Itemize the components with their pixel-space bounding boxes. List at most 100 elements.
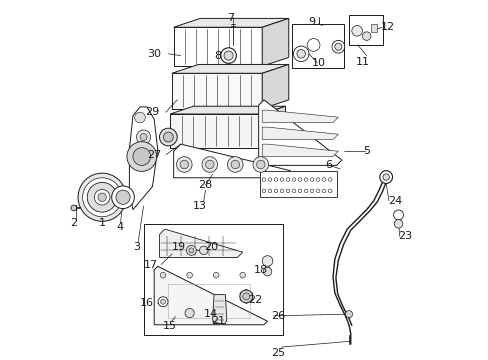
Circle shape (393, 220, 402, 228)
Polygon shape (258, 100, 341, 165)
Circle shape (82, 178, 122, 217)
Polygon shape (262, 110, 338, 122)
Circle shape (160, 272, 165, 278)
Text: 14: 14 (203, 309, 218, 319)
Text: 29: 29 (145, 107, 159, 117)
Text: 28: 28 (198, 180, 212, 190)
Text: 15: 15 (163, 321, 177, 331)
Text: 19: 19 (172, 242, 185, 252)
Circle shape (116, 190, 130, 204)
Circle shape (180, 160, 188, 169)
Text: 23: 23 (398, 231, 412, 241)
Polygon shape (262, 144, 338, 157)
Text: 9: 9 (307, 17, 315, 27)
Text: 16: 16 (140, 298, 154, 309)
Circle shape (240, 272, 245, 278)
Polygon shape (173, 18, 288, 27)
Text: 1: 1 (99, 219, 105, 229)
Circle shape (345, 311, 352, 318)
Circle shape (160, 299, 165, 304)
Circle shape (296, 50, 305, 58)
Circle shape (202, 157, 217, 172)
Polygon shape (212, 294, 226, 324)
Circle shape (306, 39, 319, 51)
Circle shape (184, 309, 194, 318)
Text: 24: 24 (387, 196, 401, 206)
Text: 30: 30 (147, 49, 161, 59)
Circle shape (382, 174, 388, 180)
Circle shape (87, 183, 117, 212)
Polygon shape (348, 15, 382, 45)
Circle shape (220, 48, 236, 63)
Circle shape (159, 128, 177, 146)
Circle shape (379, 171, 392, 184)
Polygon shape (172, 64, 288, 73)
Circle shape (242, 293, 249, 300)
Circle shape (138, 160, 145, 167)
Polygon shape (173, 27, 262, 66)
Circle shape (252, 157, 268, 172)
Circle shape (140, 134, 147, 141)
Circle shape (158, 297, 168, 307)
Circle shape (127, 141, 156, 171)
Polygon shape (173, 144, 290, 178)
Circle shape (213, 272, 219, 278)
Circle shape (134, 112, 145, 123)
Text: 4: 4 (116, 222, 123, 232)
Circle shape (186, 246, 196, 255)
Circle shape (230, 160, 239, 169)
Polygon shape (260, 171, 336, 197)
Circle shape (262, 256, 272, 266)
Polygon shape (262, 64, 288, 109)
Text: 22: 22 (247, 295, 262, 305)
Polygon shape (262, 106, 285, 148)
Text: 8: 8 (214, 51, 221, 60)
Text: 20: 20 (203, 242, 218, 252)
Polygon shape (370, 24, 377, 32)
Text: 7: 7 (226, 13, 233, 23)
Text: 17: 17 (143, 260, 158, 270)
Polygon shape (170, 106, 285, 114)
Circle shape (94, 189, 110, 205)
Polygon shape (154, 266, 267, 325)
Text: 27: 27 (147, 150, 161, 160)
Text: 18: 18 (253, 265, 267, 275)
Circle shape (111, 186, 134, 208)
Circle shape (224, 51, 233, 60)
Polygon shape (262, 18, 288, 66)
Circle shape (136, 130, 150, 144)
Polygon shape (292, 24, 343, 68)
Text: 26: 26 (270, 311, 285, 321)
Circle shape (205, 160, 214, 169)
Text: 10: 10 (311, 58, 325, 68)
Polygon shape (170, 114, 262, 148)
Circle shape (393, 210, 403, 220)
Circle shape (256, 160, 264, 169)
Circle shape (98, 193, 106, 202)
Text: 21: 21 (210, 316, 224, 326)
Circle shape (134, 157, 148, 171)
Circle shape (133, 148, 150, 165)
Circle shape (188, 248, 193, 253)
Text: 2: 2 (70, 219, 77, 229)
Text: 3: 3 (133, 242, 140, 252)
Text: 12: 12 (380, 22, 394, 32)
Polygon shape (129, 107, 158, 210)
Polygon shape (262, 127, 338, 140)
Circle shape (227, 157, 243, 172)
Circle shape (362, 32, 370, 40)
Text: 25: 25 (270, 348, 285, 358)
Circle shape (186, 272, 192, 278)
Text: 5: 5 (363, 146, 369, 156)
Text: 6: 6 (325, 160, 331, 170)
Circle shape (71, 205, 77, 211)
Text: 11: 11 (355, 57, 369, 67)
Polygon shape (240, 289, 252, 303)
Polygon shape (172, 73, 262, 109)
Polygon shape (159, 229, 242, 257)
Circle shape (78, 173, 126, 221)
Circle shape (163, 132, 173, 142)
Circle shape (334, 43, 341, 50)
Circle shape (199, 246, 207, 255)
Circle shape (240, 290, 252, 303)
